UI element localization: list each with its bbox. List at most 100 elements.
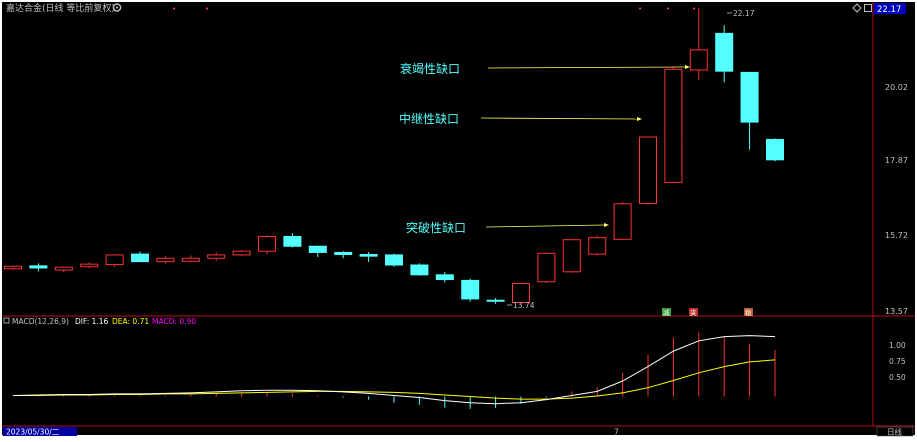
candle-body xyxy=(486,299,505,302)
gap-annotation-breakaway: 突破性缺口 xyxy=(406,220,609,235)
candle-body xyxy=(537,252,556,283)
candle-up[interactable] xyxy=(689,8,708,80)
gap-label-breakaway: 突破性缺口 xyxy=(406,220,466,235)
macd-tick: 0.75 xyxy=(889,357,906,366)
gap-arrow xyxy=(480,117,639,120)
gap-arrow xyxy=(485,224,606,228)
diamond-icon[interactable] xyxy=(852,3,862,13)
current-price: 22.17 xyxy=(877,5,901,15)
candle-up[interactable] xyxy=(105,254,124,267)
candle-body xyxy=(283,235,302,247)
candle-body xyxy=(562,239,581,273)
event-marker[interactable] xyxy=(662,308,671,316)
candle-body xyxy=(308,245,327,253)
candle-up[interactable] xyxy=(54,266,73,273)
date-box xyxy=(3,427,77,436)
macd-value: MACD: 0.90 xyxy=(152,317,196,326)
gap-label-exhaustion: 衰竭性缺口 xyxy=(400,61,460,76)
low-label: 13.74 xyxy=(513,301,535,310)
period-button-label: 日线 xyxy=(887,427,902,437)
gap-label-continuation: 中继性缺口 xyxy=(399,111,459,126)
candle-down[interactable] xyxy=(385,253,403,267)
gap-annotation-exhaustion: 衰竭性缺口 xyxy=(400,61,690,76)
gap-arrowhead xyxy=(604,223,609,227)
event-marker[interactable] xyxy=(689,308,698,316)
candle-body xyxy=(207,254,226,259)
macd-axis: 1.00 0.75 0.50 xyxy=(889,341,906,382)
candle-down[interactable] xyxy=(410,263,429,276)
candle-down[interactable] xyxy=(334,251,353,259)
footer: 2023/05/30/二 7 日线 xyxy=(3,426,914,437)
candle-body xyxy=(664,68,683,183)
candle-body xyxy=(80,263,99,268)
candle-up[interactable] xyxy=(562,238,581,273)
current-price-box xyxy=(874,3,906,14)
candle-down[interactable] xyxy=(359,252,378,263)
gap-arrowhead xyxy=(637,117,642,121)
candle-up[interactable] xyxy=(588,235,607,256)
candle-up[interactable] xyxy=(613,201,632,241)
candle-up[interactable] xyxy=(664,67,683,184)
candle-body xyxy=(613,203,632,240)
low-annotation: 13.74 xyxy=(507,301,535,310)
price-tick: 20.02 xyxy=(885,83,908,92)
candle-body xyxy=(54,266,73,271)
candle-down[interactable] xyxy=(461,278,480,302)
gap-arrowhead xyxy=(685,65,690,69)
candle-up[interactable] xyxy=(156,256,175,264)
period-button[interactable] xyxy=(876,426,914,437)
gear-icon[interactable] xyxy=(112,3,122,12)
svg-text:•: • xyxy=(692,5,696,13)
candle-body xyxy=(512,282,530,303)
gap-arrow xyxy=(487,66,687,69)
event-marker[interactable] xyxy=(744,308,753,316)
candle-up[interactable] xyxy=(639,136,657,205)
candle-down[interactable] xyxy=(29,263,48,272)
macd-tick: 0.50 xyxy=(889,373,906,382)
event-marker-label: 夹 xyxy=(690,308,697,317)
candle-up[interactable] xyxy=(232,249,251,257)
candle-up[interactable] xyxy=(207,252,226,261)
candle-down[interactable] xyxy=(283,233,302,248)
candle-body xyxy=(29,265,48,269)
candle-down[interactable] xyxy=(435,271,454,283)
candle-body xyxy=(258,235,276,252)
candle-up[interactable] xyxy=(258,235,276,255)
macd-legend: MACD(12,26,9) DIF: 1.16 DEA: 0.71 MACD: … xyxy=(3,317,196,326)
macd-tick: 1.00 xyxy=(889,341,906,350)
candle-down[interactable] xyxy=(486,298,505,304)
macd-legend-square[interactable] xyxy=(3,317,10,324)
macd-chart xyxy=(12,332,776,409)
current-date: 2023/05/30/二 xyxy=(6,428,60,437)
price-tick: 15.72 xyxy=(885,231,908,240)
top-markers: • • • • • xyxy=(172,5,696,13)
candle-down[interactable] xyxy=(766,138,784,162)
candle-body xyxy=(359,254,378,257)
candle-body xyxy=(4,265,22,270)
candle-down[interactable] xyxy=(715,25,734,83)
stock-title: 嘉达合金(日线 等比前复权) xyxy=(6,2,115,14)
dea-line xyxy=(13,359,776,400)
candle-body xyxy=(715,32,734,72)
price-axis: 22.17 20.02 17.87 15.72 13.57 xyxy=(874,3,908,316)
candle-down[interactable] xyxy=(740,71,759,150)
svg-text:•: • xyxy=(638,5,642,13)
window-icon[interactable] xyxy=(864,4,872,12)
candle-body xyxy=(385,254,403,266)
candle-body xyxy=(461,279,480,300)
svg-text:•: • xyxy=(666,5,670,13)
candle-up[interactable] xyxy=(512,282,530,305)
candle-up[interactable] xyxy=(537,252,556,284)
svg-text:•: • xyxy=(172,5,176,13)
candle-body xyxy=(766,138,784,161)
price-tick: 17.87 xyxy=(885,156,908,165)
candle-up[interactable] xyxy=(4,265,22,271)
price-tick: 13.57 xyxy=(885,307,908,316)
gap-annotation-continuation: 中继性缺口 xyxy=(399,111,642,126)
svg-text:•: • xyxy=(205,5,209,13)
candle-down[interactable] xyxy=(131,251,149,263)
candle-up[interactable] xyxy=(80,262,99,268)
candle-up[interactable] xyxy=(181,255,200,263)
candle-down[interactable] xyxy=(308,245,327,258)
